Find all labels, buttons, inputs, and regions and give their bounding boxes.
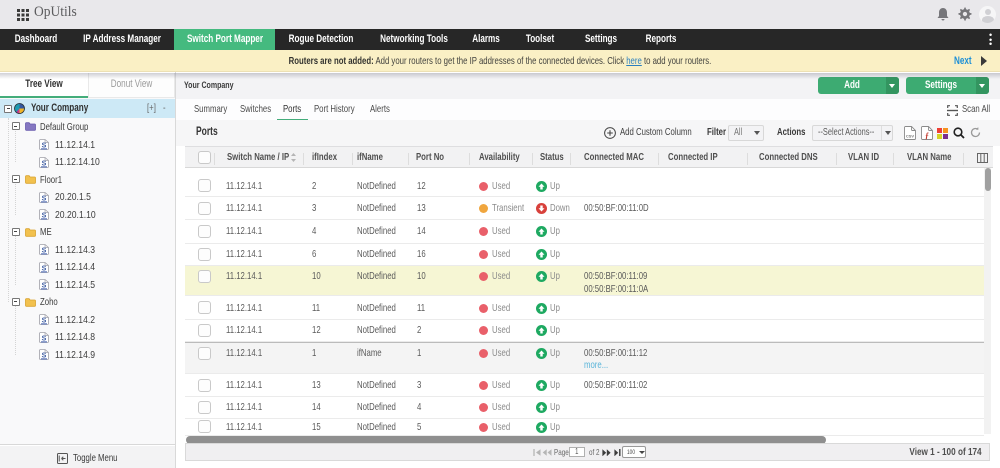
svg-text:S: S (42, 318, 47, 325)
svg-text:S: S (42, 143, 47, 150)
svg-text:S: S (42, 283, 47, 290)
svg-text:S: S (42, 335, 47, 342)
svg-text:S: S (42, 160, 47, 167)
svg-text:S: S (42, 353, 47, 360)
svg-text:ƒ: ƒ (925, 131, 929, 140)
svg-text:S: S (42, 213, 47, 220)
svg-text:S: S (42, 265, 47, 272)
svg-text:S: S (42, 195, 47, 202)
svg-text:S: S (42, 248, 47, 255)
svg-text:CSV: CSV (906, 134, 915, 139)
